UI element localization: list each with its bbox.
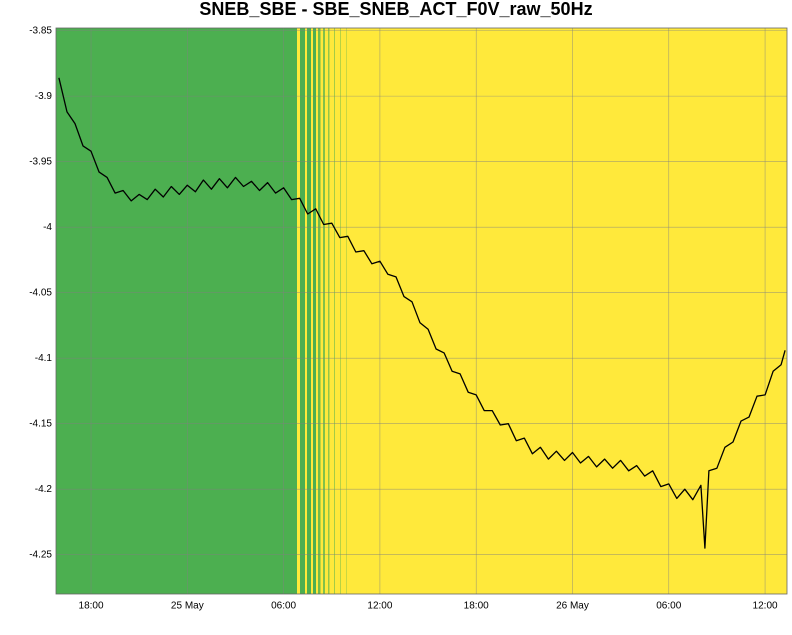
- x-tick-label: 25 May: [171, 601, 204, 612]
- y-tick-label: -4.05: [29, 287, 52, 298]
- transition-stripes: [300, 28, 347, 594]
- y-tick-label: -3.9: [35, 91, 53, 102]
- x-tick-label: 18:00: [79, 601, 104, 612]
- y-tick-label: -4: [43, 222, 52, 233]
- grid: [56, 28, 787, 594]
- x-tick-label: 18:00: [464, 601, 489, 612]
- x-tick-label: 12:00: [367, 601, 392, 612]
- x-tick-label: 06:00: [271, 601, 296, 612]
- y-tick-label: -4.2: [35, 484, 53, 495]
- background-green: [56, 28, 297, 594]
- data-line: [58, 77, 786, 549]
- y-tick-label: -4.15: [29, 418, 52, 429]
- y-tick-label: -3.95: [29, 156, 52, 167]
- x-tick-label: 12:00: [753, 601, 778, 612]
- plot-frame: [55, 27, 788, 595]
- y-tick-label: -4.1: [35, 353, 53, 364]
- y-tick-label: -4.25: [29, 549, 52, 560]
- chart-title: SNEB_SBE - SBE_SNEB_ACT_F0V_raw_50Hz: [199, 0, 592, 19]
- x-tick-label: 26 May: [556, 601, 589, 612]
- x-tick-label: 06:00: [656, 601, 681, 612]
- y-tick-label: -3.85: [29, 25, 52, 36]
